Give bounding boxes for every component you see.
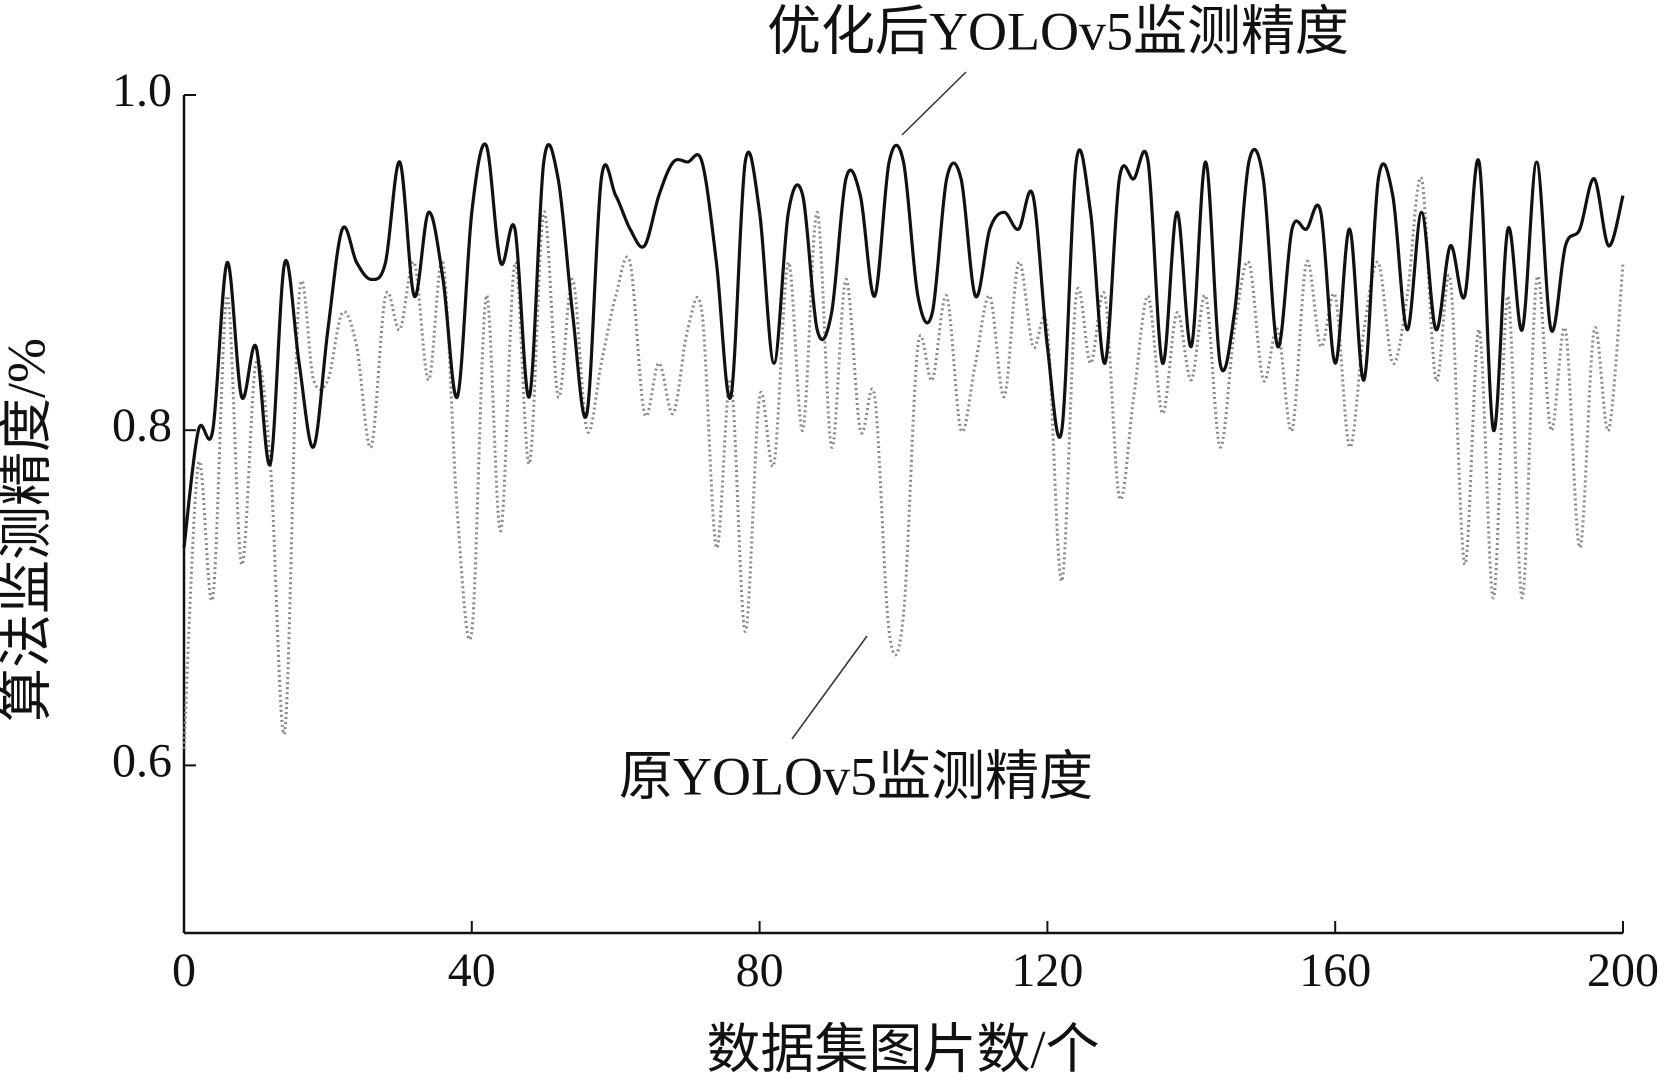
x-tick-label: 160 [1299,944,1371,997]
annotation: 优化后YOLOv5监测精度 [767,1,1349,61]
x-tick-label: 80 [736,944,784,997]
y-tick-label: 0.8 [112,399,172,452]
x-tick-label: 120 [1011,944,1083,997]
x-axis-label: 数据集图片数/个 [706,1019,1099,1079]
x-tick-label: 40 [448,944,496,997]
line-series [182,142,1625,548]
annotation: 原YOLOv5监测精度 [619,746,1093,806]
y-tick-label: 1.0 [112,64,172,117]
leader-line [791,635,868,740]
x-tick-label: 200 [1587,944,1659,997]
y-tick-label: 0.6 [112,734,172,787]
line-series [182,176,1625,749]
x-tick-label: 0 [172,944,196,997]
y-axis-label: 算法监测精度/% [0,338,56,722]
leader-line [901,71,967,136]
